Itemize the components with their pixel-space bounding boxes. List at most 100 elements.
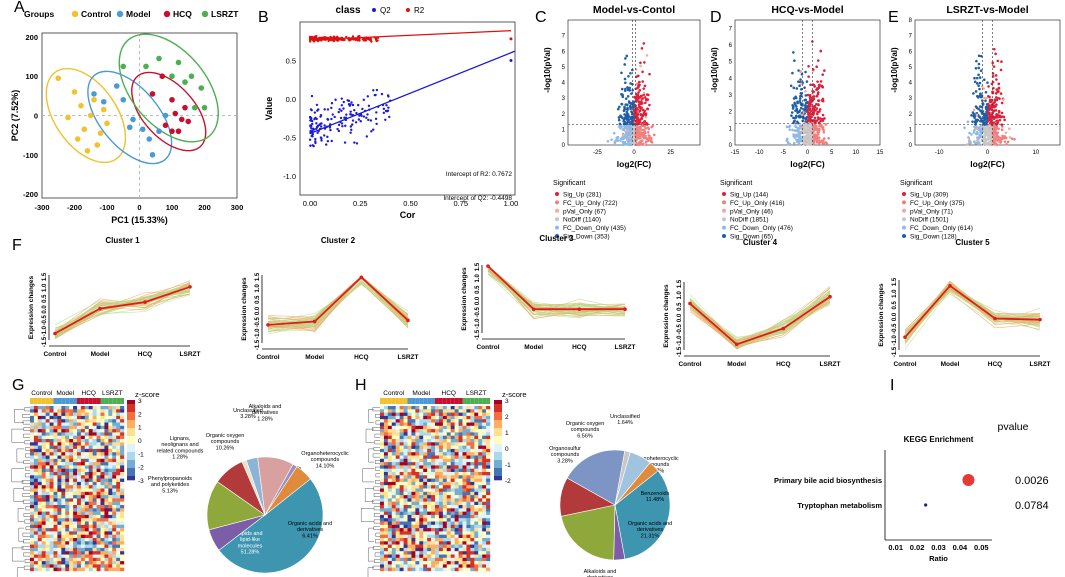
heatmap-cell xyxy=(100,538,105,542)
pie-slice-label: Lipids and lipid-like molecules 51.28% xyxy=(237,531,262,556)
volcano-point xyxy=(793,129,797,132)
heatmap-cell xyxy=(415,465,420,469)
heatmap-cell xyxy=(80,534,86,539)
y-tick-label: -0.5 xyxy=(892,323,898,334)
heatmap-cell xyxy=(77,419,82,423)
pie-label-line: 5.13% xyxy=(162,488,178,494)
heatmap-cell xyxy=(116,564,121,568)
heatmap-cell xyxy=(415,547,420,552)
heatmap-cell xyxy=(419,448,424,453)
heatmap-cell xyxy=(435,541,440,545)
volcano-point xyxy=(801,131,805,135)
heatmap-cell xyxy=(92,452,97,456)
cluster-plot-3: Cluster 3-1.5-1.0-0.50.00.51.01.5Control… xyxy=(461,234,635,351)
panel-letter-c: C xyxy=(535,9,547,26)
heatmap-cell xyxy=(427,429,432,433)
volcano-point xyxy=(638,80,641,84)
heatmap-cell xyxy=(446,465,451,469)
heatmap-cell xyxy=(391,538,396,542)
heatmap-cell xyxy=(411,488,416,492)
heatmap-cell xyxy=(458,432,463,436)
heatmap-cell xyxy=(108,412,113,417)
heatmap-cell xyxy=(57,557,62,562)
heatmap-cell xyxy=(470,498,475,502)
volcano-point xyxy=(643,120,646,123)
q2-point xyxy=(337,123,341,127)
heatmap-cell xyxy=(462,488,467,492)
heatmap-cell xyxy=(387,541,392,545)
heatmap-cell xyxy=(84,491,89,496)
heatmap-cell xyxy=(84,567,89,572)
heatmap-cell xyxy=(470,488,475,492)
heatmap-cell xyxy=(383,541,389,545)
y-tick-label: 0.0 xyxy=(475,296,481,305)
heatmap-cell xyxy=(37,465,42,469)
heatmap-cell xyxy=(92,541,97,545)
heatmap-cell xyxy=(380,495,385,499)
heatmap-cell xyxy=(120,455,125,459)
volcano-point xyxy=(625,137,629,140)
heatmap-cell xyxy=(380,478,385,483)
heatmap-cell xyxy=(53,524,58,529)
heatmap-cell xyxy=(419,488,424,492)
legend-label-model: Model xyxy=(126,9,151,19)
pca-point-control xyxy=(84,148,91,154)
heatmap-cell xyxy=(33,495,39,499)
volcano-point xyxy=(805,80,809,83)
heatmap-cell xyxy=(431,478,436,483)
heatmap-cell xyxy=(88,567,93,572)
volcano-point xyxy=(626,103,629,107)
heatmap-cell xyxy=(380,412,385,417)
heatmap-cell xyxy=(391,412,396,417)
pca-point-model xyxy=(113,83,120,89)
heatmap-cell xyxy=(399,432,404,436)
heatmap-cell xyxy=(462,442,467,446)
volcano-point xyxy=(992,86,995,90)
x-axis-label: log2(FC) xyxy=(790,159,825,169)
r2-point xyxy=(364,39,368,42)
volcano-point xyxy=(979,92,982,95)
volcano-point xyxy=(812,83,816,87)
heatmap-cell xyxy=(403,531,408,535)
heatmap-cell xyxy=(73,412,78,417)
heatmap-cell xyxy=(33,425,39,430)
heatmap-cell xyxy=(33,554,39,558)
heatmap-cell xyxy=(478,538,483,542)
heatmap-cell xyxy=(61,528,66,532)
heatmap-cell xyxy=(415,432,420,436)
y-tick-label: -0.5 xyxy=(42,315,48,326)
heatmap-cell xyxy=(104,505,109,509)
heatmap-cell xyxy=(33,514,39,519)
legend-label: NoDiff (1851) xyxy=(730,217,769,224)
legend-label: NoDiff (1501) xyxy=(910,217,949,224)
heatmap-cell xyxy=(438,442,444,446)
panel-letter-h: H xyxy=(355,377,367,394)
pca-point-hcq xyxy=(185,118,192,125)
heatmap-cell xyxy=(116,518,121,522)
heatmap-cell xyxy=(73,518,78,522)
heatmap-cell xyxy=(120,429,125,433)
heatmap-cell xyxy=(61,491,66,496)
group-label: HCQ xyxy=(82,390,96,397)
volcano-point xyxy=(804,94,808,97)
heatmap-cell xyxy=(49,442,54,446)
x-tick-label: Model xyxy=(524,344,543,351)
heatmap-cell xyxy=(395,511,400,516)
panel-letter-i: I xyxy=(890,377,894,394)
member-line xyxy=(487,271,626,318)
heatmap-cell xyxy=(403,478,408,483)
heatmap-cell xyxy=(462,528,467,532)
pca-point-lsrzt xyxy=(198,85,205,91)
heatmap-cell xyxy=(80,448,86,453)
heatmap-cell xyxy=(33,462,39,466)
heatmap-cell xyxy=(112,475,117,479)
heatmap-cell xyxy=(403,491,408,496)
heatmap-cell xyxy=(88,528,93,532)
heatmap-cell xyxy=(100,521,105,525)
heatmap-cell xyxy=(112,485,117,489)
heatmap-cell xyxy=(486,488,491,492)
panel-g-heatmap-pie: Control Model HCQ LSRZT z-score3210-1-2-3Lip… xyxy=(11,390,349,577)
heatmap-cell xyxy=(466,538,471,542)
heatmap-cell xyxy=(466,528,471,532)
heatmap-cell xyxy=(462,425,467,430)
